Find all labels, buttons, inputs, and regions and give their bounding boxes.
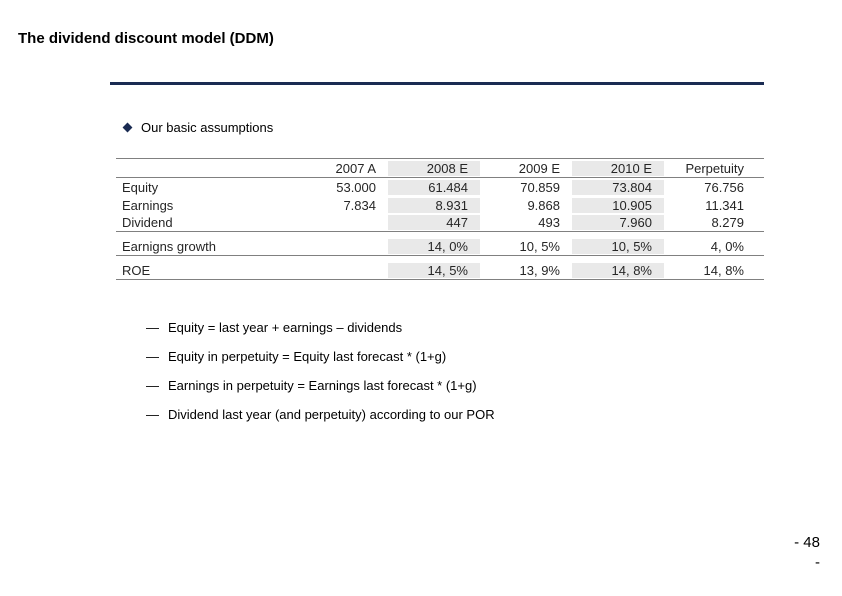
table-label-cell: Earnings (116, 198, 296, 213)
table-row: ROE14, 5%13, 9%14, 8%14, 8% (116, 262, 764, 280)
table-value-cell: 10, 5% (572, 239, 664, 254)
note-item: —Equity = last year + earnings – dividen… (146, 320, 495, 335)
page-number-bottom: - (794, 553, 820, 573)
table-value-cell: 4, 0% (664, 239, 756, 254)
dash-icon: — (146, 320, 168, 335)
table-value-cell: 11.341 (664, 198, 756, 213)
table-value-cell: 8.279 (664, 215, 756, 230)
table-value-cell: 70.859 (480, 180, 572, 195)
table-value-cell: Perpetuity (664, 161, 756, 176)
page-number-top: - 48 (794, 533, 820, 553)
table-row: Dividend 4474937.9608.279 (116, 214, 764, 232)
table-value-cell: 447 (388, 215, 480, 230)
dash-icon: — (146, 349, 168, 364)
note-text: Equity in perpetuity = Equity last forec… (168, 349, 446, 364)
table-value-cell: 53.000 (296, 180, 388, 195)
table-value-cell: 8.931 (388, 198, 480, 213)
table-value-cell: 76.756 (664, 180, 756, 195)
slide-title: The dividend discount model (DDM) (18, 30, 274, 47)
table-value-cell: 14, 5% (388, 263, 480, 278)
note-item: —Earnings in perpetuity = Earnings last … (146, 378, 495, 393)
table-row: Earnigns growth14, 0%10, 5%10, 5%4, 0% (116, 238, 764, 256)
table-row: Earnings7.8348.9319.86810.90511.341 (116, 196, 764, 214)
page-number: - 48 - (794, 533, 820, 572)
table-value-cell: 14, 8% (572, 263, 664, 278)
table-value-cell: 9.868 (480, 198, 572, 213)
table-label-cell: Earnigns growth (116, 239, 296, 254)
table-value-cell: 7.834 (296, 198, 388, 213)
table-value-cell: 2009 E (480, 161, 572, 176)
table-label-cell: ROE (116, 263, 296, 278)
table-label-cell: Dividend (116, 215, 296, 230)
table-value-cell: 10.905 (572, 198, 664, 213)
note-text: Equity = last year + earnings – dividend… (168, 320, 402, 335)
note-text: Dividend last year (and perpetuity) acco… (168, 407, 495, 422)
table-value-cell: 61.484 (388, 180, 480, 195)
table-value-cell: 14, 8% (664, 263, 756, 278)
diamond-bullet-icon (123, 123, 133, 133)
note-item: —Dividend last year (and perpetuity) acc… (146, 407, 495, 422)
table-value-cell: 10, 5% (480, 239, 572, 254)
note-text: Earnings in perpetuity = Earnings last f… (168, 378, 477, 393)
main-bullet: Our basic assumptions (124, 120, 273, 135)
table-value-cell: 7.960 (572, 215, 664, 230)
table-header-row: 2007 A2008 E2009 E2010 EPerpetuity (116, 158, 764, 178)
table-value-cell: 73.804 (572, 180, 664, 195)
table-value-cell: 14, 0% (388, 239, 480, 254)
dash-icon: — (146, 378, 168, 393)
note-item: —Equity in perpetuity = Equity last fore… (146, 349, 495, 364)
table-value-cell: 493 (480, 215, 572, 230)
table-value-cell: 2008 E (388, 161, 480, 176)
table-value-cell: 2007 A (296, 161, 388, 176)
table-label-cell: Equity (116, 180, 296, 195)
title-divider (110, 82, 764, 85)
notes-list: —Equity = last year + earnings – dividen… (146, 320, 495, 436)
table-value-cell: 2010 E (572, 161, 664, 176)
dash-icon: — (146, 407, 168, 422)
table-row: Equity53.00061.48470.85973.80476.756 (116, 178, 764, 196)
main-bullet-text: Our basic assumptions (141, 120, 273, 135)
table-value-cell: 13, 9% (480, 263, 572, 278)
assumptions-table: 2007 A2008 E2009 E2010 EPerpetuityEquity… (116, 158, 764, 280)
